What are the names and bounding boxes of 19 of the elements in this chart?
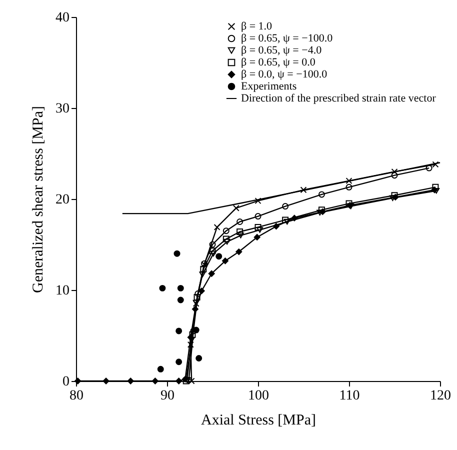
legend-label: β = 0.0, ψ = −100.0 [241,68,328,80]
x-axis-title: Axial Stress [MPa] [201,412,316,428]
y-tick-label: 0 [62,374,70,390]
y-axis-title: Generalized shear stress [MPa] [30,106,46,294]
x-tick-label: 120 [430,388,451,404]
legend-label: β = 0.65, ψ = 0.0 [241,56,316,68]
y-tick-label: 20 [56,192,70,208]
legend-label: Experiments [241,80,297,92]
x-tick-label: 110 [339,388,360,404]
legend-label: β = 0.65, ψ = −100.0 [241,32,334,44]
x-tick-label: 80 [70,388,84,404]
x-tick-label: 90 [160,388,174,404]
y-tick-label: 10 [56,284,70,298]
legend-label: β = 1.0 [241,20,273,32]
y-tick-label: 30 [56,102,70,116]
y-tick-label: 40 [56,10,70,26]
x-tick-label: 100 [248,388,269,404]
legend-label: β = 0.65, ψ = −4.0 [241,44,322,56]
legend-label: Direction of the prescribed strain rate vector [241,92,436,104]
